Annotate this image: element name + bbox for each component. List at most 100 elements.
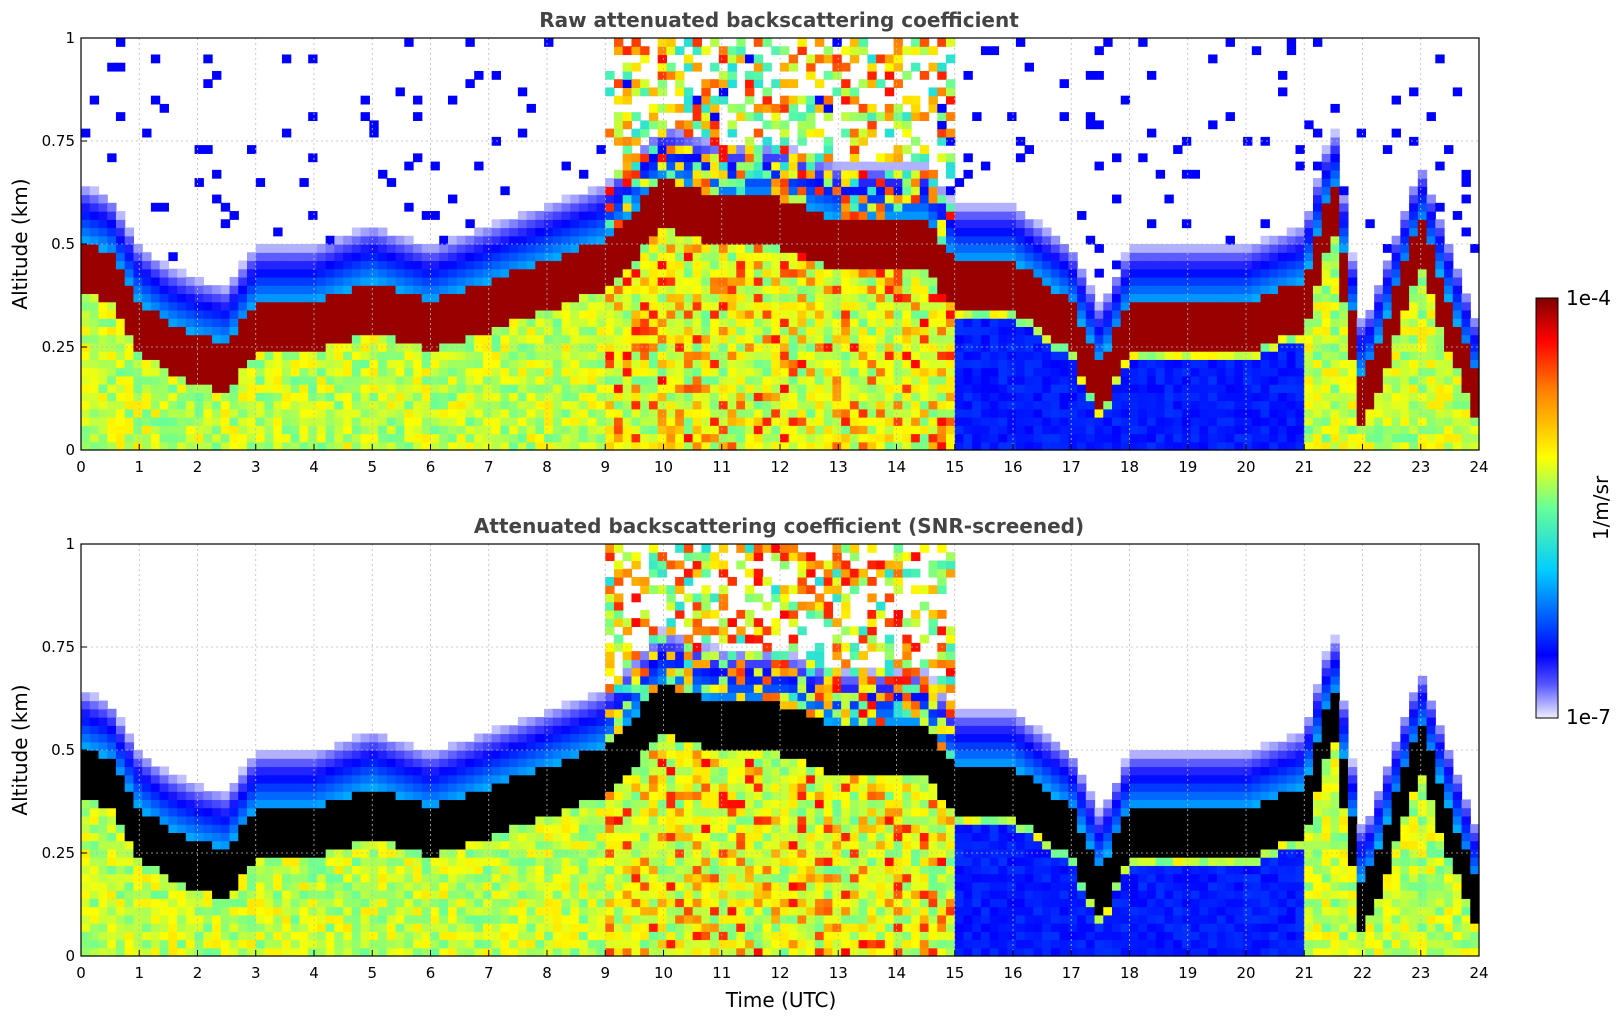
heatmap-cell <box>430 244 440 253</box>
heatmap-cell <box>1094 268 1104 278</box>
heatmap-cell <box>482 268 493 278</box>
heatmap-cell <box>570 375 580 385</box>
heatmap-cell <box>150 433 161 443</box>
heatmap-cell <box>972 351 982 360</box>
heatmap-cell <box>369 260 379 270</box>
heatmap-cell <box>255 268 266 278</box>
heatmap-cell <box>81 375 91 385</box>
heatmap-cell <box>474 392 484 402</box>
heatmap-cell <box>797 244 807 253</box>
heatmap-cell <box>1015 252 1026 262</box>
heatmap-cell <box>1007 227 1017 237</box>
heatmap-cell <box>168 400 178 410</box>
heatmap-cell <box>1400 408 1410 418</box>
heatmap-cell <box>954 342 965 352</box>
heatmap-cell <box>1120 309 1131 319</box>
heatmap-cell <box>474 326 484 336</box>
heatmap-cell <box>1339 408 1349 418</box>
heatmap-cell <box>561 161 571 171</box>
heatmap-cell <box>1181 392 1192 402</box>
heatmap-cell <box>946 334 956 344</box>
heatmap-cell <box>867 309 877 319</box>
heatmap-cell <box>115 62 126 72</box>
heatmap-cell <box>1461 359 1471 369</box>
heatmap-cell <box>185 400 196 410</box>
heatmap-cell <box>579 276 589 286</box>
heatmap-cell <box>919 375 930 385</box>
heatmap-cell <box>220 293 231 303</box>
heatmap-cell <box>98 293 108 303</box>
heatmap-cell <box>1347 367 1358 377</box>
heatmap-cell <box>1452 417 1463 426</box>
heatmap-cell <box>692 46 702 56</box>
heatmap-cell <box>762 293 772 303</box>
heatmap-cell <box>727 433 737 443</box>
heatmap-cell <box>150 408 161 418</box>
heatmap-cell <box>142 276 152 286</box>
heatmap-cell <box>902 375 912 385</box>
heatmap-cell <box>1234 293 1244 303</box>
heatmap-cell <box>1382 276 1393 286</box>
heatmap-cell <box>753 318 764 327</box>
heatmap-cell <box>107 252 117 262</box>
heatmap-cell <box>1068 359 1078 369</box>
heatmap-cell <box>902 268 912 278</box>
heatmap-cell <box>177 268 187 278</box>
heatmap-cell <box>482 227 493 237</box>
heatmap-cell <box>1391 260 1401 270</box>
heatmap-cell <box>998 384 1008 393</box>
heatmap-cell <box>343 276 353 286</box>
heatmap-cell <box>1164 441 1174 451</box>
heatmap-cell <box>1164 367 1174 377</box>
heatmap-cell <box>98 227 108 237</box>
heatmap-cell <box>299 268 309 278</box>
heatmap-cell <box>238 408 248 418</box>
heatmap-cell <box>692 161 702 171</box>
heatmap-cell <box>718 79 729 89</box>
heatmap-cell <box>1312 309 1323 319</box>
heatmap-cell <box>640 384 650 393</box>
heatmap-cell <box>1146 326 1157 336</box>
heatmap-cell <box>579 417 589 426</box>
heatmap-cell <box>1042 351 1052 360</box>
heatmap-cell <box>509 359 519 369</box>
heatmap-cell <box>701 309 711 319</box>
heatmap-cell <box>1243 244 1253 253</box>
heatmap-cell <box>1129 392 1139 402</box>
heatmap-cell <box>1409 326 1419 336</box>
heatmap-cell <box>456 268 467 278</box>
heatmap-cell <box>1094 244 1104 253</box>
heatmap-cell <box>561 318 571 327</box>
heatmap-cell <box>1050 367 1061 377</box>
heatmap-cell <box>989 244 1000 253</box>
heatmap-cell <box>640 334 650 344</box>
heatmap-cell <box>1199 392 1209 402</box>
heatmap-cell <box>552 293 563 303</box>
heatmap-cell <box>115 276 126 286</box>
heatmap-cell <box>701 95 711 105</box>
heatmap-cell <box>631 367 641 377</box>
heatmap-cell <box>745 252 755 262</box>
heatmap-cell <box>1417 169 1428 179</box>
heatmap-cell <box>159 417 169 426</box>
heatmap-cell <box>701 128 711 138</box>
heatmap-cell <box>430 367 440 377</box>
heatmap-cell <box>421 375 432 385</box>
heatmap-cell <box>736 400 746 410</box>
heatmap-cell <box>753 433 764 443</box>
heatmap-cell <box>928 433 938 443</box>
heatmap-cell <box>1120 359 1131 369</box>
heatmap-cell <box>832 367 842 377</box>
heatmap-cell <box>1347 400 1358 410</box>
heatmap-cell <box>762 276 772 286</box>
heatmap-cell <box>1321 252 1332 262</box>
heatmap-cell <box>395 318 405 327</box>
heatmap-cell <box>1330 194 1340 204</box>
heatmap-cell <box>500 441 510 451</box>
heatmap-cell <box>797 178 807 187</box>
heatmap-cell <box>544 227 554 237</box>
heatmap-cell <box>1173 359 1183 369</box>
heatmap-cell <box>1112 400 1122 410</box>
heatmap-cell <box>1199 244 1209 253</box>
heatmap-cell <box>753 326 764 336</box>
